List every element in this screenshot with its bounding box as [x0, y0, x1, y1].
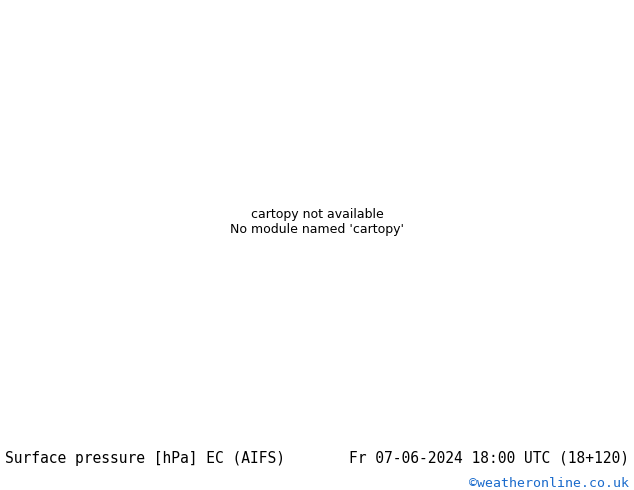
- Text: Fr 07-06-2024 18:00 UTC (18+120): Fr 07-06-2024 18:00 UTC (18+120): [349, 451, 629, 466]
- Text: ©weatheronline.co.uk: ©weatheronline.co.uk: [469, 477, 629, 490]
- Text: cartopy not available
No module named 'cartopy': cartopy not available No module named 'c…: [230, 208, 404, 237]
- Text: Surface pressure [hPa] EC (AIFS): Surface pressure [hPa] EC (AIFS): [5, 451, 285, 466]
